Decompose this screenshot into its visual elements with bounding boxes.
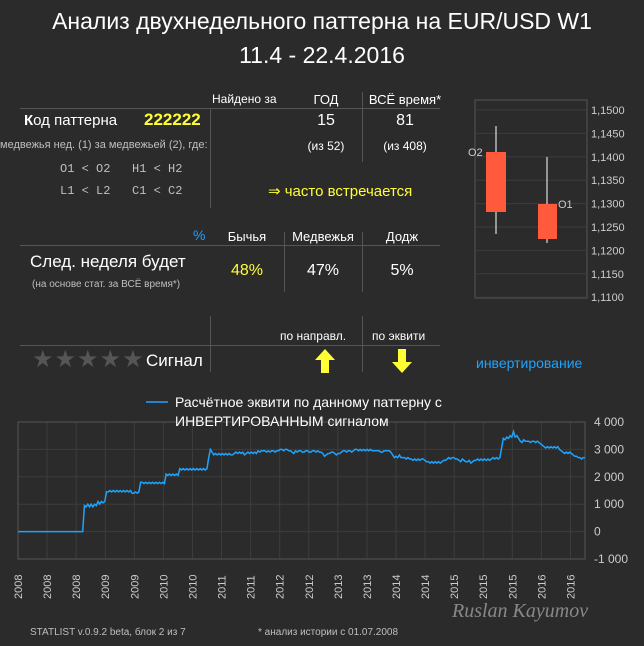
x-tick-label: 2013 xyxy=(333,575,345,599)
col-doji: Додж xyxy=(385,229,419,244)
price-tick-label: 1,1350 xyxy=(591,175,625,187)
y-tick-label: -1 000 xyxy=(594,552,628,566)
x-tick-label: 2016 xyxy=(536,575,548,599)
price-tick-label: 1,1500 xyxy=(591,105,625,117)
x-tick-label: 2012 xyxy=(275,575,287,599)
x-tick-label: 2014 xyxy=(420,575,432,599)
y-tick-label: 4 000 xyxy=(594,415,624,429)
x-tick-label: 2014 xyxy=(391,575,403,599)
x-tick-label: 2009 xyxy=(129,575,141,599)
page-title: Анализ двухнедельного паттерна на EUR/US… xyxy=(52,8,592,34)
pattern-code-value: 222222 xyxy=(144,110,201,129)
x-tick-label: 2008 xyxy=(42,575,54,599)
bear-percent: 47% xyxy=(306,262,340,279)
year-of: (из 52) xyxy=(307,139,345,153)
version-text: STATLIST v.0.9.2 beta, блок 2 из 7 xyxy=(30,627,186,638)
by-direction-label: по направл. xyxy=(280,329,347,343)
y-tick-label: 2 000 xyxy=(594,470,624,484)
x-tick-label: 2008 xyxy=(13,575,25,599)
next-week-note: (на основе стат. за ВСЁ время*) xyxy=(32,279,181,290)
x-tick-label: 2008 xyxy=(71,575,83,599)
legend-line-2: ИНВЕРТИРОВАННЫМ сигналом xyxy=(175,413,389,429)
often-note: ⇒ часто встречается xyxy=(268,183,413,200)
year-count: 15 xyxy=(317,112,335,129)
x-tick-label: 2009 xyxy=(100,575,112,599)
x-tick-label: 2015 xyxy=(449,575,461,599)
percent-symbol: % xyxy=(193,227,206,243)
condition-line-2: L1 < L2 C1 < C2 xyxy=(60,184,183,198)
signal-label: Сигнал xyxy=(146,351,203,370)
candle-week-1 xyxy=(538,204,557,239)
x-tick-label: 2012 xyxy=(304,575,316,599)
arrow-up-icon xyxy=(315,349,335,373)
doji-percent: 5% xyxy=(390,262,414,279)
col-year: ГОД xyxy=(313,92,339,107)
page-subtitle: 11.4 - 22.4.2016 xyxy=(239,42,405,68)
x-tick-label: 2015 xyxy=(507,575,519,599)
candle-week-2 xyxy=(486,152,506,212)
x-tick-label: 2010 xyxy=(158,575,170,599)
price-tick-label: 1,1300 xyxy=(591,199,625,211)
all-count: 81 xyxy=(396,112,414,129)
candle-chart: O2 O1 1,1500 1,1450 1,1400 1,1350 1,1300 1,12… xyxy=(468,99,625,304)
condition-line-1: O1 < O2 H1 < H2 xyxy=(60,162,183,176)
candle-label-o2: O2 xyxy=(468,147,483,159)
legend-line-1: Расчётное эквити по данному паттерну с xyxy=(175,394,442,410)
price-tick-label: 1,1400 xyxy=(591,152,625,164)
price-tick-label: 1,1150 xyxy=(591,269,624,281)
by-equity-label: по эквити xyxy=(372,329,426,343)
price-tick-label: 1,1200 xyxy=(591,245,625,257)
next-week-label: След. неделя будет xyxy=(30,252,186,271)
col-found-for: Найдено за xyxy=(212,92,277,106)
x-tick-label: 2010 xyxy=(187,575,199,599)
rating-stars: ★★★★★ xyxy=(32,346,145,373)
y-tick-label: 0 xyxy=(594,525,601,539)
equity-series-line xyxy=(18,429,585,533)
candle-label-o1: O1 xyxy=(558,199,573,211)
x-tick-label: 2013 xyxy=(362,575,374,599)
arrow-down-icon xyxy=(392,349,412,373)
price-tick-label: 1,1100 xyxy=(591,292,624,304)
x-tick-label: 2016 xyxy=(565,575,577,599)
y-tick-label: 3 000 xyxy=(594,442,624,456)
inversion-label: инвертирование xyxy=(476,355,583,371)
history-note: * анализ истории с 01.07.2008 xyxy=(258,627,399,638)
pattern-description: медвежья нед. (1) за медвежьей (2), где: xyxy=(0,139,208,151)
col-bull: Бычья xyxy=(227,229,267,244)
all-of: (из 408) xyxy=(383,139,427,153)
price-tick-label: 1,1450 xyxy=(591,128,625,140)
y-tick-label: 1 000 xyxy=(594,497,624,511)
x-tick-label: 2011 xyxy=(246,575,258,599)
col-all-time: ВСЁ время* xyxy=(368,92,442,107)
pattern-code-label: Код паттерна xyxy=(24,112,118,129)
x-tick-label: 2015 xyxy=(478,575,490,599)
equity-chart: Расчётное эквити по данному паттерну с И… xyxy=(13,394,628,599)
signature: Ruslan Kayumov xyxy=(452,600,589,622)
col-bear: Медвежья xyxy=(292,229,354,244)
price-tick-label: 1,1250 xyxy=(591,222,625,234)
x-tick-label: 2011 xyxy=(217,575,229,599)
bull-percent: 48% xyxy=(230,262,264,279)
